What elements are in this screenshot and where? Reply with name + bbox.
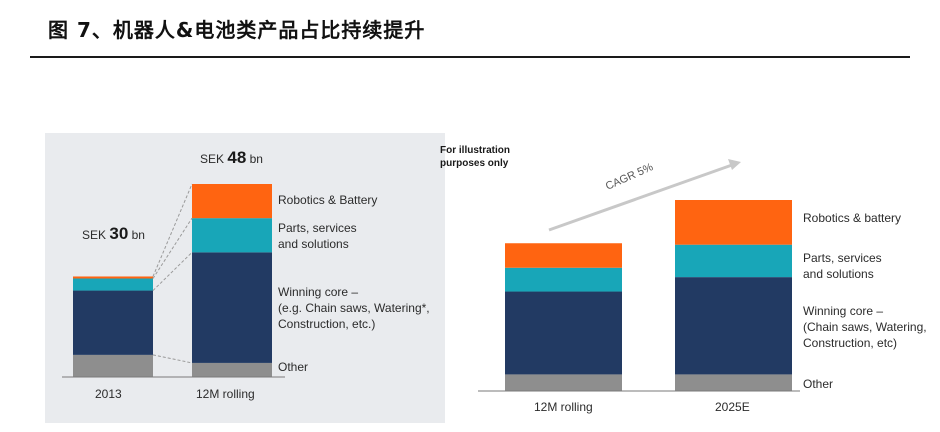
x-tick-12m-rolling-right: 12M rolling bbox=[534, 400, 593, 414]
left-bar-1-other bbox=[192, 362, 272, 377]
title-rule bbox=[30, 56, 910, 58]
right-bar-1-parts-services bbox=[675, 244, 792, 278]
legend-other-right: Other bbox=[803, 377, 834, 391]
legend-winning-core: Winning core – (e.g. Chain saws, Waterin… bbox=[278, 285, 430, 331]
total-label-2013: SEK 30 bn bbox=[82, 224, 145, 243]
cagr-arrow-head bbox=[728, 159, 741, 170]
legend-robotics-battery: Robotics & Battery bbox=[278, 193, 378, 207]
right-bar-1-winning-core bbox=[675, 277, 792, 375]
connector-line-1 bbox=[152, 251, 193, 291]
legend-parts-services: Parts, services and solutions bbox=[278, 221, 357, 251]
right-bar-1-robotics-battery bbox=[675, 200, 792, 245]
connector-line-3 bbox=[152, 183, 193, 277]
left-bar-1-winning-core bbox=[192, 252, 272, 363]
right-bar-0-other bbox=[505, 374, 622, 391]
x-tick-2025e: 2025E bbox=[715, 400, 750, 414]
right-bar-1-other bbox=[675, 374, 792, 391]
legend-robotics-battery-right: Robotics & battery bbox=[803, 211, 902, 225]
right-bar-0-parts-services bbox=[505, 267, 622, 292]
x-tick-12m-rolling: 12M rolling bbox=[196, 387, 255, 401]
left-bar-0-parts-services bbox=[73, 278, 153, 291]
total-label-12m: SEK 48 bn bbox=[200, 148, 263, 167]
illustration-note: For illustration purposes only bbox=[440, 145, 510, 169]
legend-parts-services-right: Parts, services and solutions bbox=[803, 251, 882, 281]
left-bar-1-robotics-battery bbox=[192, 184, 272, 219]
connector-line-0 bbox=[152, 354, 193, 364]
left-bar-1-parts-services bbox=[192, 218, 272, 253]
left-bar-0-other bbox=[73, 354, 153, 377]
right-bar-0-robotics-battery bbox=[505, 243, 622, 268]
x-tick-2013: 2013 bbox=[95, 387, 122, 401]
cagr-arrow-line bbox=[548, 163, 733, 232]
connector-line-2 bbox=[152, 217, 193, 279]
legend-winning-core-right: Winning core – (Chain saws, Watering, Co… bbox=[803, 304, 927, 350]
legend-other: Other bbox=[278, 360, 309, 374]
figure-title: 图 7、机器人&电池类产品占比持续提升 bbox=[48, 18, 426, 42]
left-bar-0-winning-core bbox=[73, 290, 153, 355]
right-bar-0-winning-core bbox=[505, 291, 622, 375]
left-bar-0-robotics-battery bbox=[73, 276, 153, 279]
